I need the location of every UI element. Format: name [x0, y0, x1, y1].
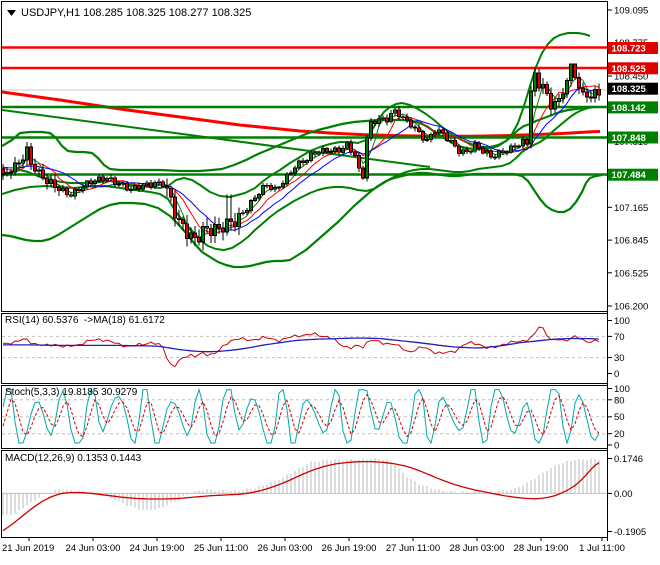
svg-text:50: 50	[614, 412, 625, 423]
svg-text:108.142: 108.142	[612, 103, 646, 114]
svg-text:70: 70	[614, 332, 625, 343]
svg-text:80: 80	[614, 395, 625, 406]
svg-text:24 Jun 03:00: 24 Jun 03:00	[66, 543, 121, 554]
svg-text:25 Jun 11:00: 25 Jun 11:00	[194, 543, 248, 554]
svg-text:107.165: 107.165	[614, 203, 648, 214]
svg-text:-0.1905: -0.1905	[614, 527, 646, 538]
svg-text:30: 30	[614, 353, 625, 364]
svg-text:106.845: 106.845	[614, 236, 648, 247]
svg-text:108.525: 108.525	[612, 64, 647, 75]
svg-text:100: 100	[614, 384, 630, 395]
svg-text:20: 20	[614, 429, 625, 440]
svg-text:USDJPY,H1 108.285 108.325 108: USDJPY,H1 108.285 108.325 108.277 108.32…	[21, 7, 251, 19]
svg-text:100: 100	[614, 316, 630, 327]
svg-text:26 Jun 03:00: 26 Jun 03:00	[258, 543, 313, 554]
svg-text:Stoch(5,3,3) 19.8185 30.9279: Stoch(5,3,3) 19.8185 30.9279	[5, 387, 138, 398]
svg-text:107.484: 107.484	[612, 170, 647, 181]
svg-text:108.450: 108.450	[614, 72, 648, 83]
svg-text:106.525: 106.525	[614, 268, 648, 279]
svg-text:1 Jul 11:00: 1 Jul 11:00	[579, 543, 625, 554]
svg-text:108.723: 108.723	[612, 44, 646, 55]
svg-text:0: 0	[614, 369, 619, 380]
svg-text:0: 0	[614, 441, 619, 452]
svg-text:MACD(12,26,9) 0.1353 0.1443: MACD(12,26,9) 0.1353 0.1443	[5, 453, 142, 464]
svg-text:24 Jun 19:00: 24 Jun 19:00	[130, 543, 185, 554]
svg-text:0.00: 0.00	[614, 489, 633, 500]
svg-text:109.095: 109.095	[614, 6, 648, 17]
svg-text:RSI(14) 60.5376 ->MA(18) 61.6: RSI(14) 60.5376 ->MA(18) 61.6172	[5, 315, 165, 326]
svg-text:0.1746: 0.1746	[614, 454, 643, 465]
svg-text:28 Jun 19:00: 28 Jun 19:00	[514, 543, 569, 554]
svg-text:27 Jun 11:00: 27 Jun 11:00	[386, 543, 440, 554]
svg-text:107.848: 107.848	[612, 133, 646, 144]
svg-text:26 Jun 19:00: 26 Jun 19:00	[322, 543, 377, 554]
svg-text:108.325: 108.325	[612, 84, 647, 95]
svg-text:106.200: 106.200	[614, 302, 648, 313]
svg-text:28 Jun 03:00: 28 Jun 03:00	[450, 543, 505, 554]
svg-text:21 Jun 2019: 21 Jun 2019	[2, 543, 54, 554]
